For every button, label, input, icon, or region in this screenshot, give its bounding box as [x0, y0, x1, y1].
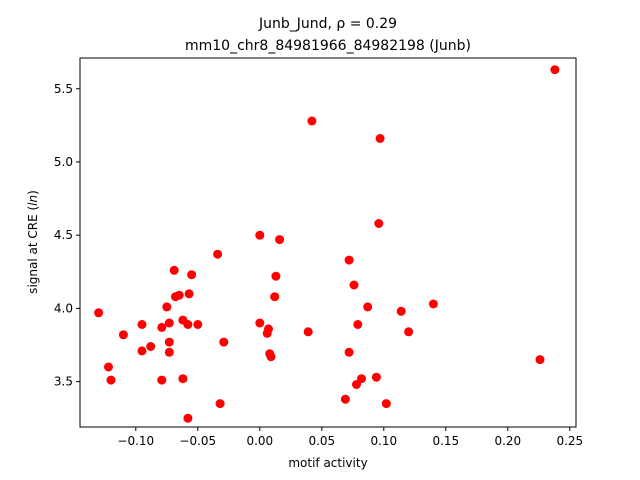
- data-point: [215, 399, 225, 409]
- data-point: [264, 324, 273, 334]
- data-point: [157, 375, 167, 385]
- data-point: [535, 355, 545, 365]
- data-point: [307, 116, 317, 126]
- data-point: [213, 249, 223, 259]
- y-axis-ticks: 3.5 4.0 4.5 5.0 5.5: [54, 82, 80, 389]
- data-point: [271, 271, 281, 281]
- data-point: [184, 289, 194, 299]
- x-axis-ticks: −0.10 −0.05 0.00 0.05 0.10 0.15 0.20 0.25: [117, 427, 583, 448]
- plot-frame: [79, 57, 577, 428]
- data-point: [404, 327, 414, 337]
- x-tick-label: 0.00: [246, 434, 273, 448]
- data-point: [193, 320, 203, 329]
- data-point: [255, 318, 265, 328]
- data-point: [178, 374, 188, 384]
- x-tick-label: 0.05: [308, 434, 335, 448]
- x-tick-label: 0.25: [556, 434, 583, 448]
- data-point: [164, 347, 174, 357]
- data-point: [371, 372, 381, 382]
- data-point: [164, 337, 174, 347]
- data-point: [344, 347, 354, 357]
- y-tick-label: 5.0: [54, 155, 73, 169]
- data-point: [396, 306, 406, 316]
- data-point: [363, 302, 373, 312]
- data-points: [94, 65, 560, 423]
- data-point: [428, 299, 438, 309]
- data-point: [353, 320, 363, 329]
- x-tick-label: −0.05: [179, 434, 216, 448]
- data-point: [375, 134, 385, 143]
- data-point: [340, 394, 350, 404]
- x-tick-label: −0.10: [117, 434, 154, 448]
- data-point: [266, 352, 276, 362]
- data-point: [104, 362, 113, 372]
- x-tick-label: 0.15: [432, 434, 459, 448]
- y-axis-label: signal at CRE (ln): [26, 190, 40, 294]
- data-point: [270, 292, 280, 302]
- data-point: [187, 270, 197, 280]
- data-point: [550, 65, 560, 75]
- data-point: [303, 327, 313, 337]
- data-point: [183, 320, 193, 329]
- data-point: [137, 346, 147, 356]
- data-point: [275, 235, 285, 245]
- data-point: [106, 375, 116, 385]
- data-point: [255, 230, 265, 240]
- data-point: [157, 322, 167, 332]
- data-point: [169, 265, 179, 275]
- y-tick-label: 3.5: [54, 375, 73, 389]
- y-tick-label: 4.0: [54, 301, 73, 315]
- chart-title-line2: mm10_chr8_84981966_84982198 (Junb): [185, 38, 471, 54]
- data-point: [174, 290, 184, 300]
- data-point: [94, 308, 104, 318]
- data-point: [146, 342, 156, 351]
- data-point: [349, 280, 359, 290]
- data-point: [381, 399, 391, 409]
- data-point: [164, 318, 174, 328]
- data-point: [219, 337, 229, 347]
- x-tick-label: 0.20: [494, 434, 521, 448]
- data-point: [357, 374, 366, 384]
- data-point: [137, 320, 147, 329]
- y-tick-label: 5.5: [54, 82, 73, 96]
- data-point: [183, 413, 193, 423]
- data-point: [118, 330, 128, 340]
- data-point: [374, 219, 384, 228]
- y-tick-label: 4.5: [54, 228, 73, 242]
- data-point: [344, 255, 354, 265]
- data-point: [162, 302, 172, 312]
- chart-title-line1: Junb_Jund, ρ = 0.29: [258, 16, 397, 32]
- x-tick-label: 0.10: [370, 434, 397, 448]
- x-axis-label: motif activity: [288, 456, 367, 470]
